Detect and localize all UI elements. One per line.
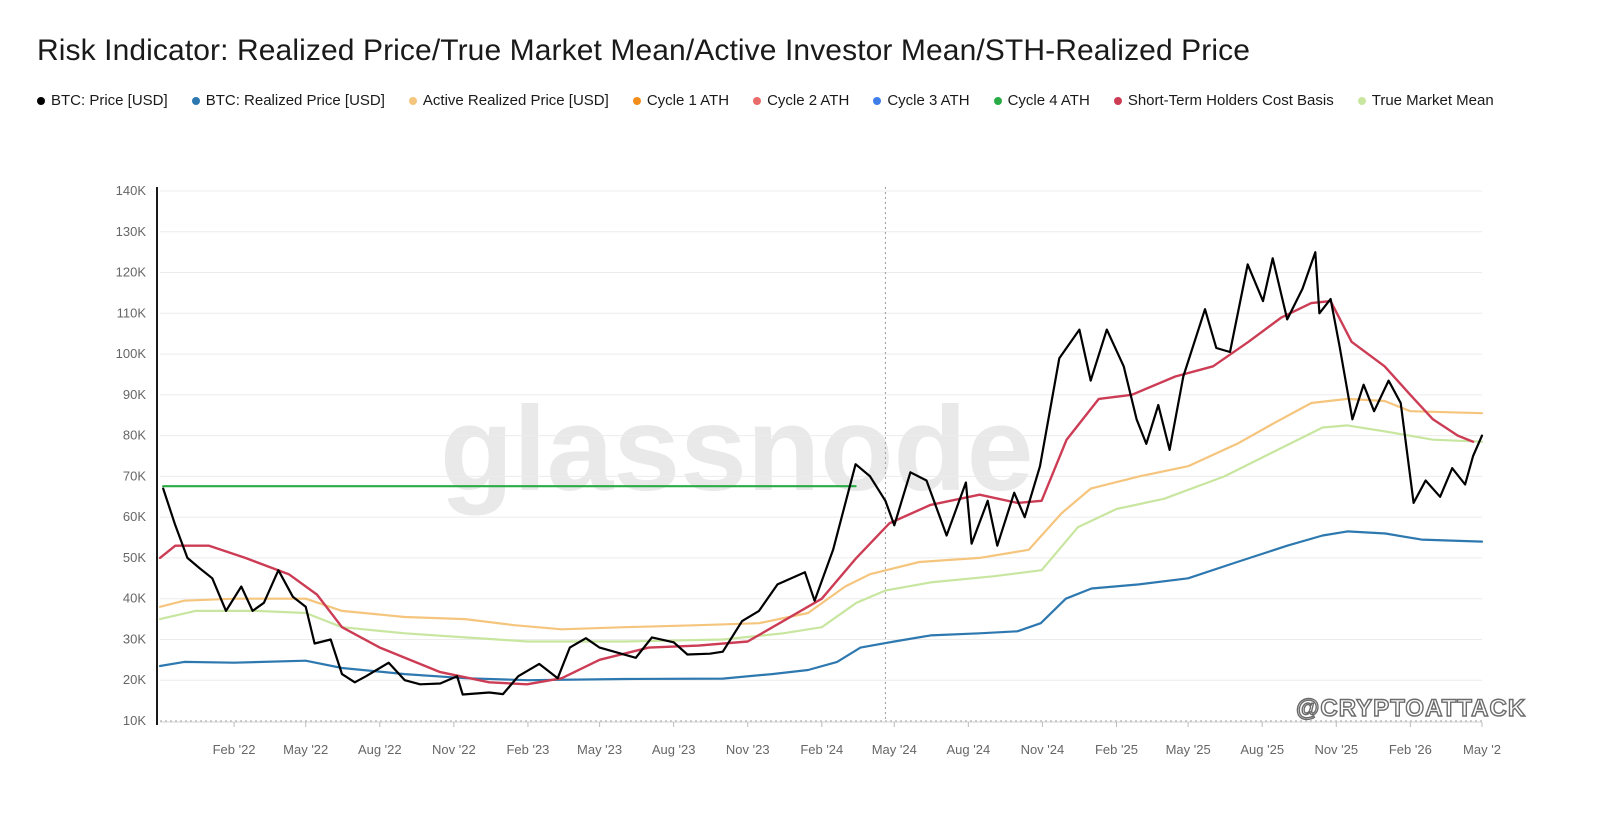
credit-tag: @CRYPTOATTACK [1295, 694, 1526, 722]
legend-item[interactable]: Cycle 2 ATH [753, 92, 849, 110]
legend-label: BTC: Realized Price [USD] [205, 92, 385, 109]
x-tick-label: Aug '23 [652, 742, 696, 757]
x-tick-label: May '22 [283, 742, 328, 757]
x-tick-label: Feb '23 [506, 742, 549, 757]
x-axis: Feb '22 May '22 Aug '22 Nov '22 Feb '23 May '… [160, 721, 1501, 757]
legend-item[interactable]: Active Realized Price [USD] [408, 92, 609, 110]
credit-label: @CRYPTOATTACK [1296, 695, 1526, 722]
legend-label: Cycle 2 ATH [767, 92, 850, 109]
x-tick-label: May '24 [872, 742, 917, 757]
legend-swatch [993, 97, 1002, 105]
chart-legend: BTC: Price [USD] BTC: Realized Price [USD… [37, 92, 1497, 110]
x-tick-label: Feb '24 [800, 742, 843, 757]
y-tick-label: 30K [123, 631, 146, 646]
y-tick-label: 70K [123, 468, 146, 483]
legend-label: BTC: Price [USD] [51, 92, 168, 109]
x-tick-label: Nov '23 [726, 742, 770, 757]
x-tick-label: Nov '24 [1021, 742, 1065, 757]
legend-item[interactable]: Cycle 4 ATH [993, 92, 1090, 110]
legend-label: Cycle 4 ATH [1007, 92, 1090, 109]
y-tick-label: 140K [116, 183, 147, 198]
y-tick-label: 100K [116, 346, 147, 361]
series-line-btc-price-usd [162, 251, 1484, 696]
y-tick-label: 110K [117, 305, 147, 320]
series-line-short-term-holders-cost-basis [158, 299, 1475, 686]
y-tick-label: 50K [123, 550, 146, 565]
legend-swatch [873, 97, 882, 105]
x-tick-label: Feb '26 [1389, 742, 1432, 757]
x-tick-label: Nov '25 [1314, 742, 1358, 757]
legend-item[interactable]: BTC: Realized Price [USD] [191, 92, 385, 110]
y-tick-label: 60K [123, 509, 146, 524]
legend-swatch [408, 97, 417, 105]
x-tick-label: Aug '24 [946, 742, 990, 757]
legend-swatch [37, 97, 45, 105]
legend-swatch [1113, 97, 1122, 105]
series-line-true-market-mean [158, 424, 1484, 643]
legend-item[interactable]: Short-Term Holders Cost Basis [1113, 92, 1334, 110]
legend-swatch [753, 97, 762, 105]
legend-swatch [191, 97, 200, 105]
chart-title: Risk Indicator: Realized Price/True Mark… [37, 34, 1251, 67]
legend-item[interactable]: Cycle 3 ATH [873, 92, 970, 110]
legend-item[interactable]: True Market Mean [1357, 92, 1494, 110]
legend-label: Cycle 3 ATH [887, 92, 970, 109]
legend-item[interactable]: Cycle 1 ATH [632, 92, 730, 110]
y-tick-label: 130K [116, 224, 147, 239]
x-tick-label: Feb '22 [213, 742, 256, 757]
y-tick-label: 90K [123, 387, 146, 402]
y-tick-label: 10K [123, 713, 146, 728]
legend-item[interactable]: BTC: Price [USD] [37, 92, 168, 110]
watermark: glassnode [440, 382, 1034, 516]
x-tick-label: Aug '25 [1240, 742, 1284, 757]
x-tick-label: May '23 [577, 742, 622, 757]
legend-label: True Market Mean [1371, 92, 1494, 109]
y-axis: 10K 20K 30K 40K 50K 60K 70K 80K 90K 100K 110K 120K 1… [116, 183, 158, 728]
legend-label: Active Realized Price [USD] [422, 92, 609, 109]
series-line-active-realized-price-usd [158, 397, 1484, 631]
y-tick-label: 80K [123, 428, 146, 443]
x-tick-label: May '2 [1463, 742, 1501, 757]
legend-swatch [1357, 97, 1366, 105]
x-tick-label: Aug '22 [358, 742, 402, 757]
y-tick-label: 40K [123, 591, 146, 606]
x-tick-label: May '25 [1166, 742, 1211, 757]
legend-label: Cycle 1 ATH [646, 92, 730, 109]
series-group [158, 251, 1484, 696]
y-tick-label: 120K [116, 265, 147, 280]
x-tick-label: Nov '22 [432, 742, 476, 757]
y-tick-label: 20K [123, 672, 146, 687]
series-line-btc-realized-price-usd [158, 530, 1484, 682]
legend-label: Short-Term Holders Cost Basis [1127, 92, 1334, 109]
x-tick-label: Feb '25 [1095, 742, 1138, 757]
legend-swatch [632, 97, 641, 105]
